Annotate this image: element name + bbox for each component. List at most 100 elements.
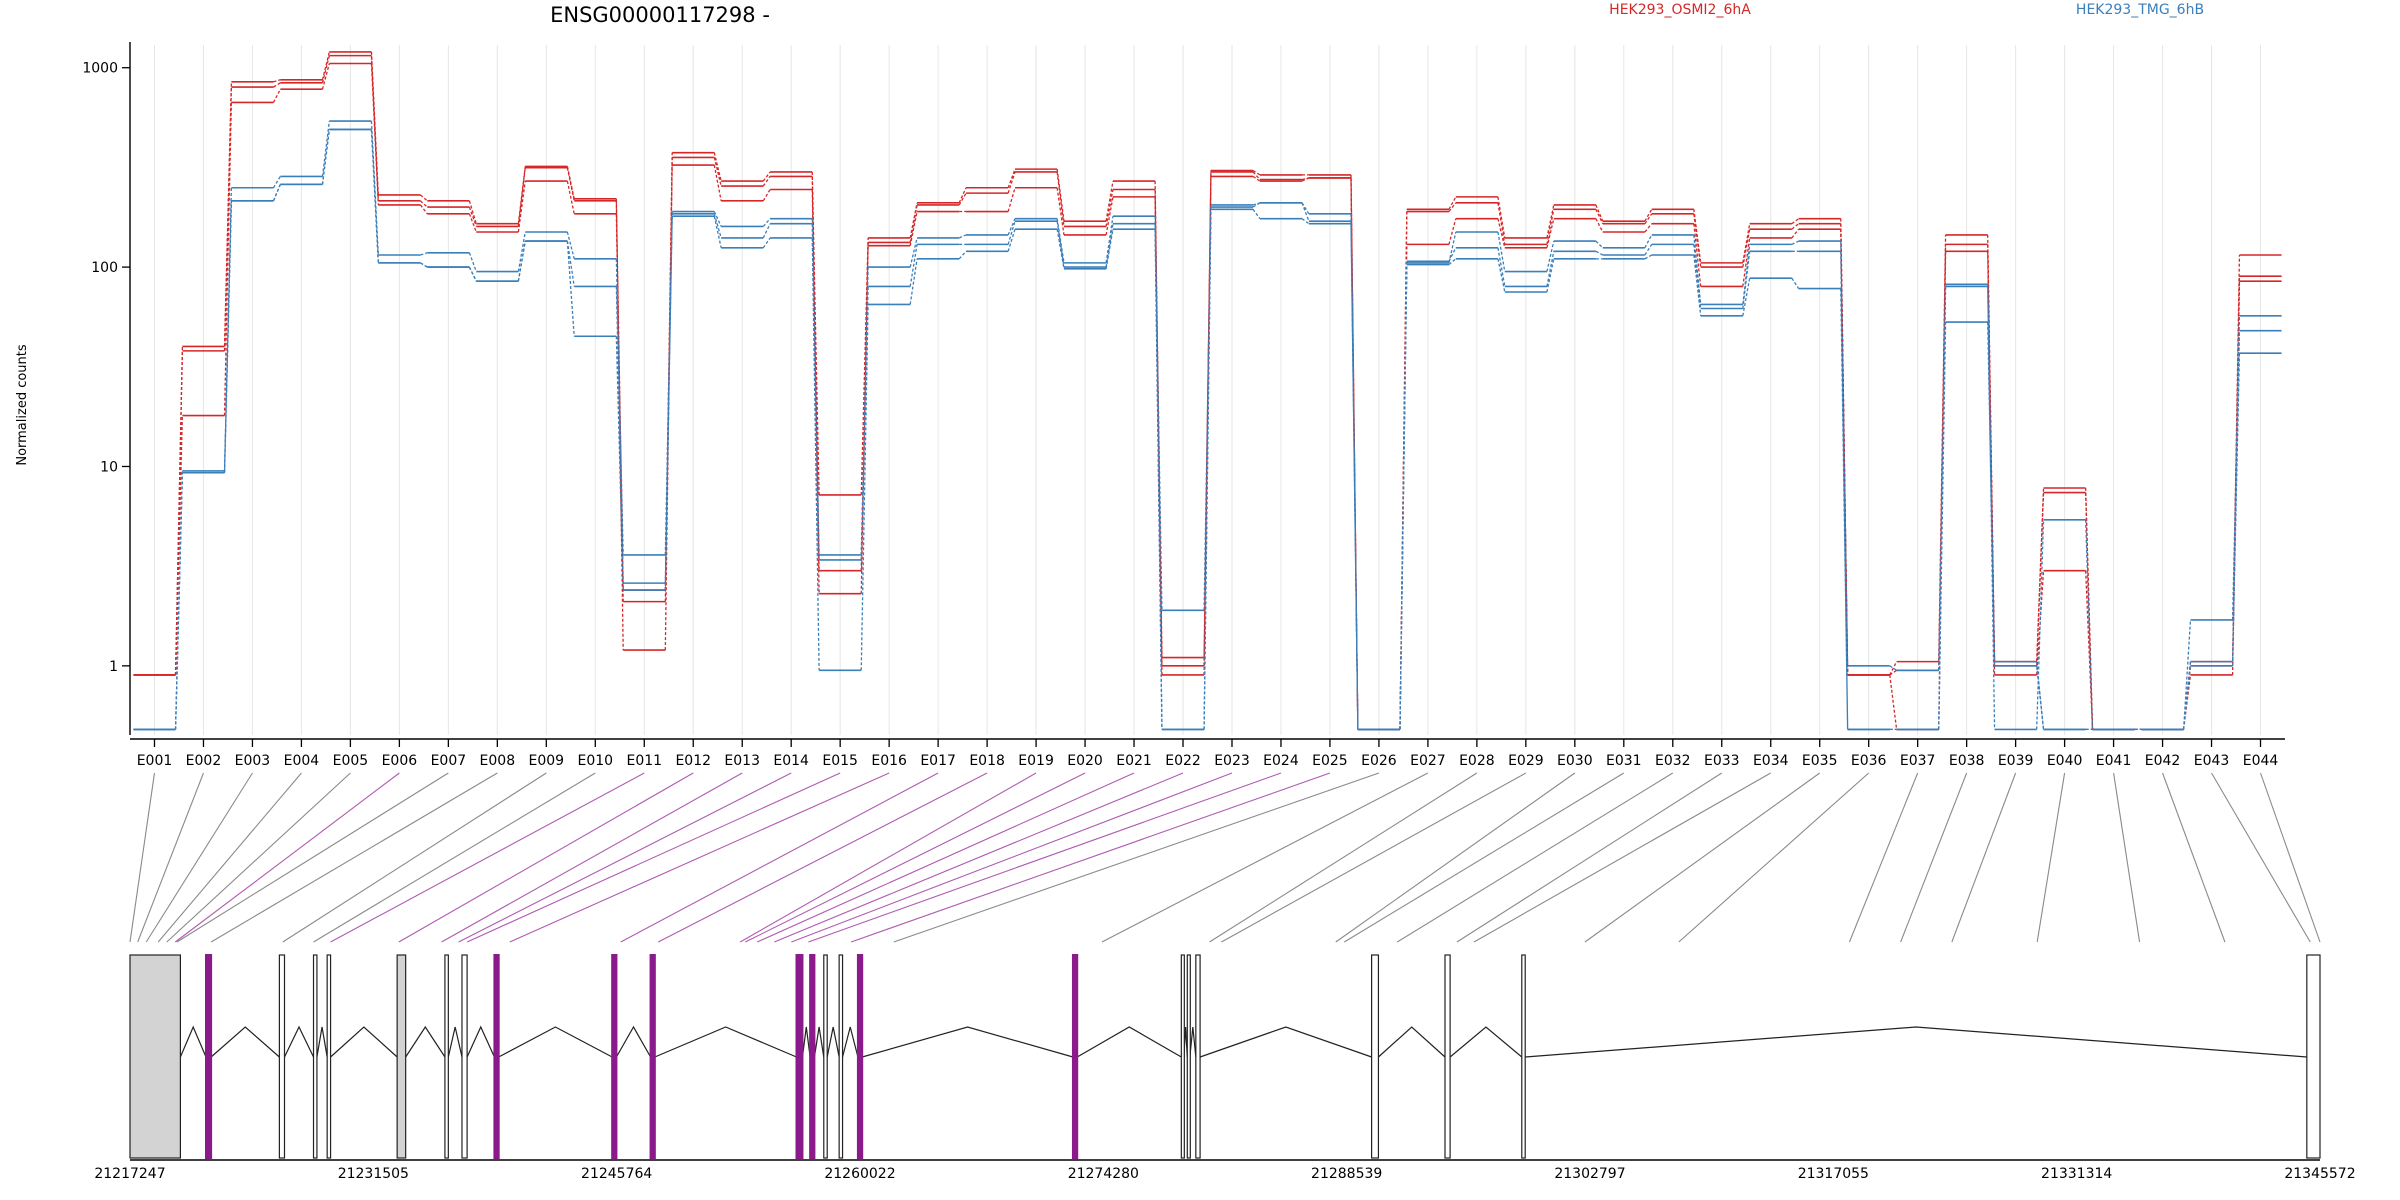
transition-line	[1497, 258, 1506, 293]
intron-line	[405, 1025, 446, 1058]
transition-line	[1007, 218, 1016, 236]
transition-line	[1644, 254, 1653, 260]
transition-line	[1252, 202, 1261, 206]
exon-connector	[1101, 772, 1429, 943]
transition-line	[566, 167, 575, 201]
exon-connector	[137, 772, 204, 943]
transition-line	[958, 250, 967, 260]
transition-line	[1693, 223, 1702, 287]
transition-line	[1203, 204, 1212, 730]
genomic-tick-label: 21231505	[338, 1166, 409, 1182]
exon-box	[493, 954, 500, 1159]
x-tick-label: E006	[382, 753, 418, 769]
transition-line	[1007, 171, 1016, 194]
exon-box	[1371, 954, 1380, 1159]
genomic-tick-label: 21217247	[94, 1166, 165, 1182]
exon-connector	[1209, 772, 1478, 943]
exon-box	[326, 954, 332, 1159]
transition-line	[321, 63, 330, 90]
transition-line	[419, 204, 428, 215]
exon-box	[444, 954, 449, 1159]
transition-line	[1987, 244, 1996, 666]
transition-line	[713, 213, 722, 239]
transition-line	[1056, 171, 1065, 227]
x-tick-label: E018	[969, 753, 1005, 769]
intron-line	[447, 1026, 463, 1058]
transition-line	[273, 82, 281, 88]
exon-connector	[757, 772, 1135, 943]
intron-line	[179, 1025, 207, 1058]
transition-line	[1056, 169, 1065, 222]
x-tick-label: E037	[1900, 753, 1936, 769]
exon-connector	[745, 772, 1086, 943]
intron-line	[316, 1026, 328, 1058]
exon-connector	[893, 772, 1380, 943]
transition-line	[811, 171, 820, 495]
transition-line	[1938, 234, 1947, 662]
transition-line	[1595, 240, 1604, 249]
transition-line	[1693, 244, 1702, 309]
exon-connector	[850, 772, 1331, 943]
transition-line	[566, 180, 575, 214]
transition-line	[909, 258, 918, 305]
transition-line	[1056, 218, 1065, 263]
transition-line	[370, 55, 379, 201]
series-4	[133, 120, 2282, 731]
genomic-tick-label: 21260022	[824, 1166, 895, 1182]
transition-line	[762, 223, 771, 239]
x-tick-label: E015	[822, 753, 858, 769]
x-tick-label: E009	[529, 753, 565, 769]
transition-line	[762, 176, 771, 187]
exon-box	[1444, 954, 1451, 1159]
exon-connector	[1584, 772, 1821, 943]
transition-line	[1448, 196, 1457, 210]
transition-line	[1301, 218, 1310, 225]
transition-line	[1497, 247, 1506, 287]
transition-line	[1448, 202, 1457, 212]
transition-line	[860, 237, 869, 495]
exon-connector	[509, 772, 890, 943]
x-tick-label: E034	[1753, 753, 1789, 769]
exon-box	[2306, 954, 2321, 1159]
exon-connector	[791, 772, 1233, 943]
transition-line	[2231, 315, 2241, 620]
transition-line	[174, 472, 184, 730]
transition-line	[1399, 261, 1408, 730]
plot-series	[133, 51, 2282, 731]
transition-line	[272, 88, 281, 103]
transition-line	[1007, 220, 1016, 245]
transition-line	[517, 181, 526, 233]
transition-line	[1448, 218, 1457, 245]
x-tick-label: E023	[1214, 753, 1250, 769]
transition-line	[1056, 221, 1065, 268]
transition-line	[2036, 492, 2045, 666]
transition-line	[1595, 250, 1604, 256]
transition-line	[272, 184, 281, 202]
exon-box	[1195, 954, 1201, 1159]
x-tick-label: E013	[724, 753, 760, 769]
transition-line	[1546, 251, 1555, 287]
transition-line	[273, 79, 281, 83]
transition-line	[860, 286, 869, 560]
intron-line	[330, 1026, 398, 1058]
x-tick-label: E029	[1508, 753, 1544, 769]
transition-line	[468, 266, 477, 282]
transition-line	[1644, 244, 1653, 256]
transition-line	[174, 350, 184, 675]
transition-line	[420, 262, 428, 268]
exon-connector	[313, 772, 596, 943]
exon-connector	[1221, 772, 1527, 943]
transition-line	[1105, 223, 1114, 268]
exon-connector	[1848, 772, 1919, 943]
transition-line	[2231, 330, 2241, 666]
chart-title: ENSG00000117298 -	[550, 3, 770, 27]
transition-line	[909, 204, 918, 243]
exon-connector	[466, 772, 841, 943]
transition-line	[223, 200, 233, 473]
transition-line	[860, 304, 869, 671]
transition-line	[1497, 202, 1506, 245]
intron-line	[841, 1026, 859, 1058]
transition-line	[1497, 231, 1506, 272]
exon-connector	[1344, 772, 1625, 943]
transition-line	[1105, 229, 1114, 269]
